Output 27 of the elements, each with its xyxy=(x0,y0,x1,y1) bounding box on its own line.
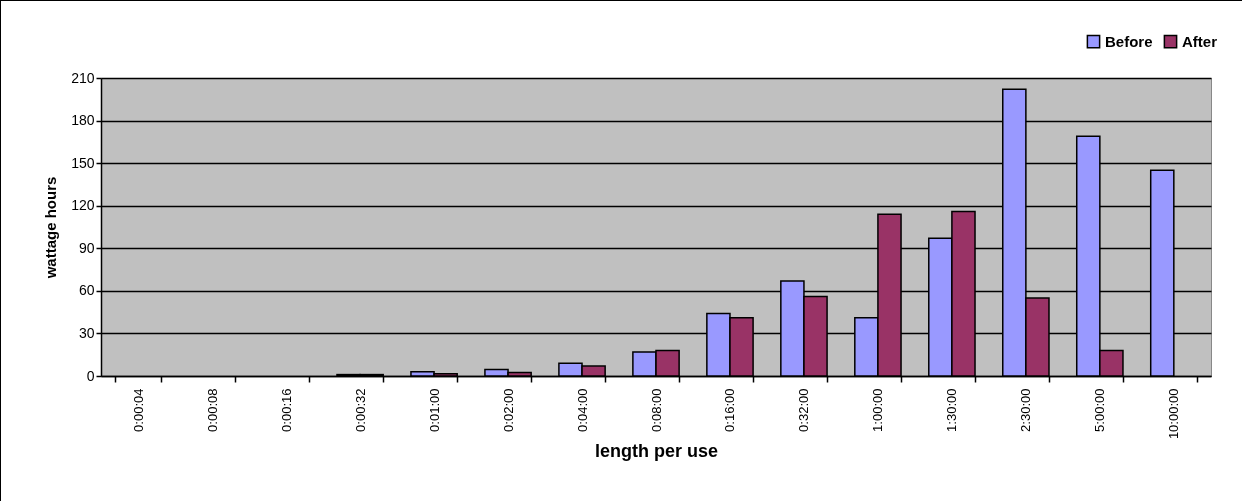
y-tick-label: 120 xyxy=(71,197,95,214)
legend-label: After xyxy=(1182,32,1218,50)
y-axis-title: wattage hours xyxy=(42,176,60,280)
legend-label: Before xyxy=(1105,32,1153,50)
y-tick-label: 0 xyxy=(86,367,95,384)
x-tick-label: 0:00:16 xyxy=(278,388,294,432)
x-axis-title: length per use xyxy=(594,441,719,462)
x-tick-label: 0:04:00 xyxy=(574,388,590,432)
x-tick-label: 10:00:00 xyxy=(1166,388,1182,440)
x-tick-label: 1:00:00 xyxy=(870,388,886,432)
x-tick-label: 0:02:00 xyxy=(500,388,516,432)
y-tick-label: 30 xyxy=(78,324,95,341)
x-tick-label: 5:00:00 xyxy=(1092,388,1108,432)
x-tick-label: 0:08:00 xyxy=(648,388,664,432)
x-tick-label: 0:00:32 xyxy=(352,388,368,432)
x-tick-label: 1:30:00 xyxy=(944,388,960,432)
y-tick-label: 150 xyxy=(71,154,95,171)
x-tick-label: 0:32:00 xyxy=(796,388,812,432)
x-tick-label: 0:00:08 xyxy=(204,388,220,432)
y-tick-label: 210 xyxy=(71,69,95,86)
x-tick-label: 0:16:00 xyxy=(722,388,738,432)
y-tick-label: 90 xyxy=(78,239,95,256)
x-tick-label: 0:01:00 xyxy=(426,388,442,432)
y-tick-label: 60 xyxy=(78,282,95,299)
x-tick-label: 2:30:00 xyxy=(1018,388,1034,432)
y-tick-label: 180 xyxy=(71,112,95,129)
x-tick-label: 0:00:04 xyxy=(130,388,146,432)
